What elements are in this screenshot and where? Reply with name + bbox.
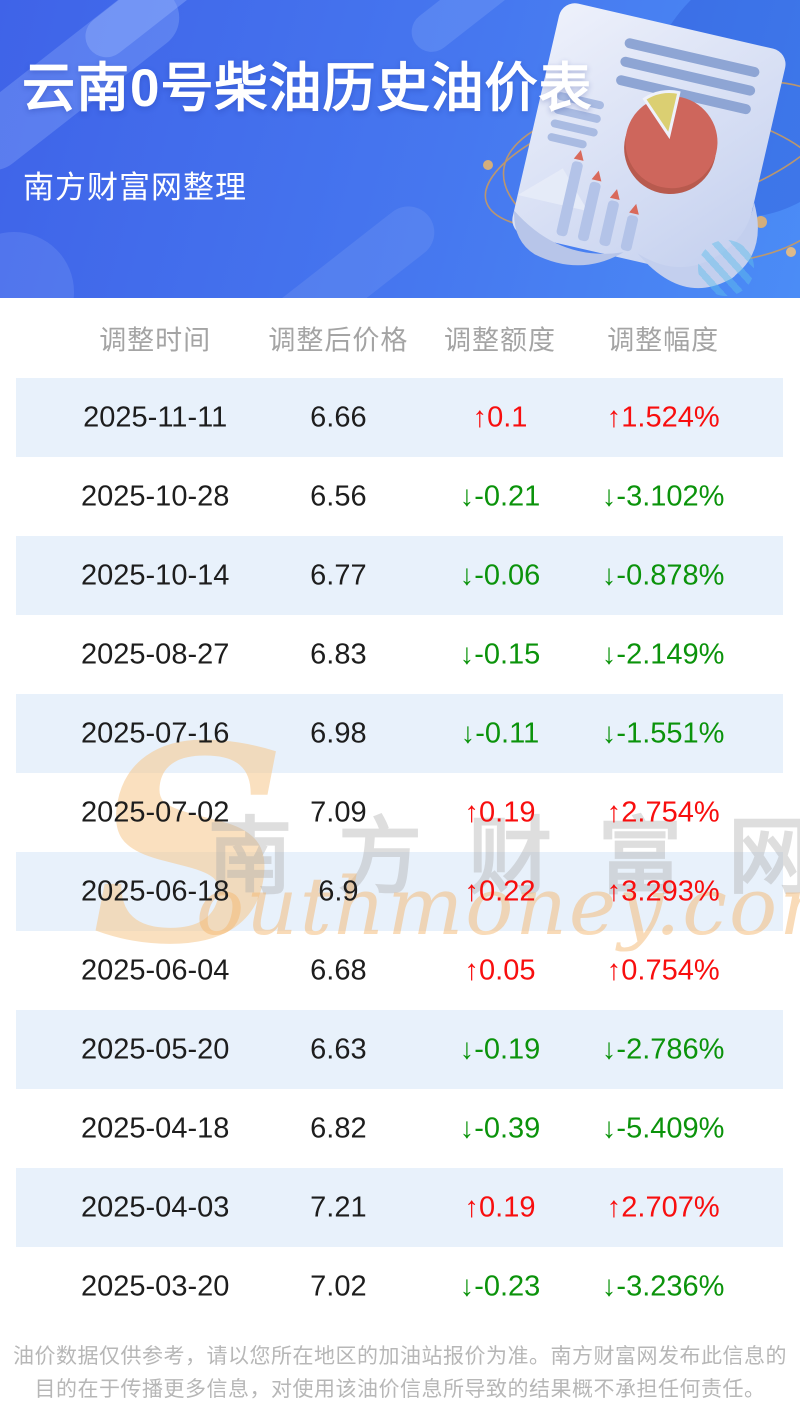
pie-chart-icon (624, 90, 718, 195)
cell-adjust-date: 2025-04-03 (81, 1191, 230, 1223)
cell-adjust-date: 2025-05-20 (81, 1033, 230, 1065)
report-sheet (512, 3, 786, 289)
cell-adjust-date: 2025-08-27 (81, 638, 230, 670)
cell-adjust-amount: ↑0.19 (464, 796, 536, 828)
cell-price-after: 7.09 (310, 796, 367, 828)
cell-price-after: 7.21 (310, 1191, 367, 1223)
table-row: 2025-08-27 6.83 ↓-0.15 ↓-2.149% (0, 615, 800, 694)
cell-adjust-amount: ↓-0.15 (459, 638, 541, 670)
column-header-adjust-amount: 调整额度 (444, 325, 556, 356)
cell-adjust-percent: ↑0.754% (606, 954, 720, 986)
cell-adjust-percent: ↓-5.409% (601, 1112, 725, 1144)
column-header-adjust-range: 调整幅度 (607, 325, 720, 356)
cell-adjust-date: 2025-04-18 (81, 1112, 230, 1144)
cell-adjust-amount: ↓-0.23 (459, 1270, 541, 1302)
hero-banner: 云南0号柴油历史油价表 南方财富网整理 (0, 0, 800, 298)
cell-adjust-percent: ↑1.524% (606, 401, 720, 433)
cell-price-after: 6.9 (318, 875, 359, 907)
cell-adjust-amount: ↓-0.21 (459, 480, 541, 512)
cell-price-after: 7.02 (310, 1270, 367, 1302)
cell-adjust-percent: ↓-0.878% (601, 559, 725, 591)
cell-adjust-date: 2025-06-04 (81, 954, 230, 986)
cell-adjust-percent: ↓-2.786% (601, 1033, 725, 1065)
table-row: 2025-04-03 7.21 ↑0.19 ↑2.707% (0, 1168, 800, 1247)
cell-adjust-percent: ↓-3.236% (601, 1270, 725, 1302)
disclaimer-line-2: 目的在于传播更多信息，对使用该油价信息所导致的结果概不承担任何责任。 (34, 1378, 766, 1401)
cell-adjust-amount: ↓-0.19 (459, 1033, 541, 1065)
cell-price-after: 6.66 (310, 401, 367, 433)
table-header-row: 调整时间 调整后价格 调整额度 调整幅度 (0, 298, 800, 378)
cell-adjust-percent: ↑2.754% (606, 796, 720, 828)
cell-adjust-amount: ↓-0.11 (460, 717, 540, 749)
cell-price-after: 6.63 (310, 1033, 367, 1065)
cell-adjust-date: 2025-07-16 (81, 717, 230, 749)
table-row: 2025-04-18 6.82 ↓-0.39 ↓-5.409% (0, 1089, 800, 1168)
disclaimer: 油价数据仅供参考，请以您所在地区的加油站报价为准。南方财富网发布此信息的 目的在… (0, 1326, 800, 1426)
cell-price-after: 6.77 (310, 559, 367, 591)
cell-adjust-amount: ↓-0.06 (459, 559, 541, 591)
table-body: 2025-11-11 6.66 ↑0.1 ↑1.524% 2025-10-28 … (0, 378, 800, 1326)
cell-adjust-percent: ↑2.707% (606, 1191, 720, 1223)
price-table: 调整时间 调整后价格 调整额度 调整幅度 2025-11-11 6.66 ↑0.… (0, 298, 800, 1326)
cell-price-after: 6.98 (310, 717, 367, 749)
page-subtitle: 南方财富网整理 (23, 170, 247, 205)
cell-adjust-percent: ↓-3.102% (601, 480, 725, 512)
table-row: 2025-06-04 6.68 ↑0.05 ↑0.754% (0, 931, 800, 1010)
cell-adjust-percent: ↑3.293% (606, 875, 720, 907)
cell-price-after: 6.68 (310, 954, 367, 986)
cell-adjust-amount: ↑0.1 (472, 401, 528, 433)
page-title: 云南0号柴油历史油价表 (22, 59, 593, 118)
deco-striped-circle (698, 240, 754, 296)
cell-adjust-amount: ↑0.22 (464, 875, 536, 907)
table-row: 2025-06-18 6.9 ↑0.22 ↑3.293% (0, 852, 800, 931)
cell-price-after: 6.83 (310, 638, 367, 670)
cell-adjust-date: 2025-10-14 (81, 559, 230, 591)
table-row: 2025-03-20 7.02 ↓-0.23 ↓-3.236% (0, 1247, 800, 1326)
cell-adjust-date: 2025-11-11 (83, 401, 228, 433)
deco-circle (0, 232, 74, 298)
cell-adjust-date: 2025-03-20 (81, 1270, 230, 1302)
bar-chart-icon (556, 161, 639, 252)
column-header-price-after: 调整后价格 (268, 325, 409, 356)
cell-adjust-date: 2025-10-28 (81, 480, 230, 512)
cell-adjust-percent: ↓-1.551% (601, 717, 725, 749)
cell-price-after: 6.56 (310, 480, 367, 512)
disclaimer-line-1: 油价数据仅供参考，请以您所在地区的加油站报价为准。南方财富网发布此信息的 (13, 1345, 787, 1368)
cell-adjust-percent: ↓-2.149% (601, 638, 725, 670)
deco-capsule (255, 195, 445, 298)
column-header-adjust-time: 调整时间 (99, 325, 212, 356)
table-row: 2025-07-16 6.98 ↓-0.11 ↓-1.551% (0, 694, 800, 773)
cell-adjust-amount: ↑0.19 (464, 1191, 536, 1223)
document-chart-illustration (483, 3, 800, 289)
table-row: 2025-10-28 6.56 ↓-0.21 ↓-3.102% (0, 457, 800, 536)
table-row: 2025-10-14 6.77 ↓-0.06 ↓-0.878% (0, 536, 800, 615)
table-row: 2025-11-11 6.66 ↑0.1 ↑1.524% (0, 378, 800, 457)
table-row: 2025-05-20 6.63 ↓-0.19 ↓-2.786% (0, 1010, 800, 1089)
cell-adjust-date: 2025-07-02 (81, 796, 230, 828)
cell-price-after: 6.82 (310, 1112, 367, 1144)
cell-adjust-amount: ↑0.05 (464, 954, 536, 986)
table-row: 2025-07-02 7.09 ↑0.19 ↑2.754% (0, 773, 800, 852)
cell-adjust-amount: ↓-0.39 (459, 1112, 541, 1144)
cell-adjust-date: 2025-06-18 (81, 875, 230, 907)
